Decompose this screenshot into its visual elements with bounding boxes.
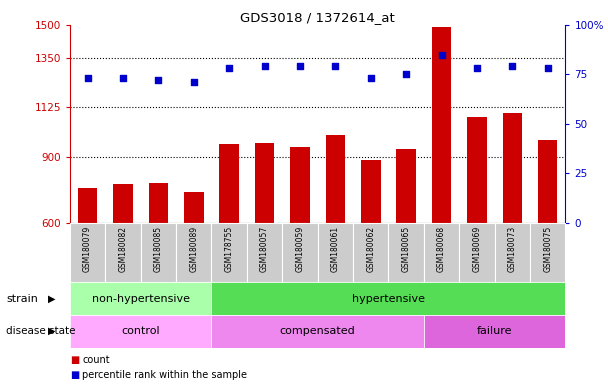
Text: failure: failure (477, 326, 513, 336)
Bar (149, 183, 168, 223)
Text: GSM180082: GSM180082 (119, 226, 128, 272)
Bar (396, 149, 416, 223)
Bar (219, 144, 239, 223)
Point (295, 63, 305, 70)
Bar (467, 117, 486, 223)
Title: GDS3018 / 1372614_at: GDS3018 / 1372614_at (240, 11, 395, 24)
Bar (326, 135, 345, 223)
Bar (70, 315, 212, 348)
Bar (495, 223, 530, 282)
Point (401, 71, 411, 78)
Text: control: control (122, 326, 160, 336)
Point (189, 79, 199, 85)
Bar (389, 223, 424, 282)
Bar (530, 223, 565, 282)
Point (224, 65, 234, 71)
Bar (538, 140, 558, 223)
Text: ■: ■ (70, 370, 79, 380)
Text: strain: strain (6, 293, 38, 304)
Point (437, 51, 446, 58)
Point (260, 63, 269, 70)
Text: GSM180059: GSM180059 (295, 226, 305, 272)
Point (472, 65, 482, 71)
Point (543, 65, 553, 71)
Text: non-hypertensive: non-hypertensive (92, 293, 190, 304)
Bar (70, 223, 105, 282)
Bar (424, 223, 459, 282)
Bar (113, 184, 133, 223)
Bar (459, 223, 495, 282)
Text: GSM178755: GSM178755 (225, 226, 233, 272)
Point (83, 75, 92, 81)
Bar (361, 160, 381, 223)
Text: count: count (82, 354, 109, 365)
Bar (212, 223, 247, 282)
Text: GSM180079: GSM180079 (83, 226, 92, 272)
Bar (176, 223, 212, 282)
Bar (424, 315, 565, 348)
Bar (353, 223, 389, 282)
Bar (70, 282, 212, 315)
Text: GSM180057: GSM180057 (260, 226, 269, 272)
Text: disease state: disease state (6, 326, 75, 336)
Text: GSM180075: GSM180075 (543, 226, 552, 272)
Bar (247, 223, 282, 282)
Point (118, 75, 128, 81)
Bar (140, 223, 176, 282)
Text: compensated: compensated (280, 326, 356, 336)
Bar (282, 223, 317, 282)
Bar (105, 223, 140, 282)
Text: GSM180085: GSM180085 (154, 226, 163, 272)
Point (366, 75, 376, 81)
Bar (212, 315, 424, 348)
Text: GSM180065: GSM180065 (402, 226, 410, 272)
Text: GSM180061: GSM180061 (331, 226, 340, 272)
Bar (432, 27, 451, 223)
Text: GSM180073: GSM180073 (508, 226, 517, 272)
Point (508, 63, 517, 70)
Bar (503, 113, 522, 223)
Text: ▶: ▶ (48, 293, 55, 304)
Point (154, 77, 164, 83)
Point (331, 63, 340, 70)
Text: percentile rank within the sample: percentile rank within the sample (82, 370, 247, 380)
Text: GSM180089: GSM180089 (189, 226, 198, 272)
Bar (290, 147, 309, 223)
Text: GSM180068: GSM180068 (437, 226, 446, 272)
Text: GSM180069: GSM180069 (472, 226, 482, 272)
Bar (184, 192, 204, 223)
Text: ▶: ▶ (48, 326, 55, 336)
Bar (317, 223, 353, 282)
Text: hypertensive: hypertensive (352, 293, 425, 304)
Text: GSM180062: GSM180062 (366, 226, 375, 272)
Bar (78, 187, 97, 223)
Bar (255, 142, 274, 223)
Text: ■: ■ (70, 354, 79, 365)
Bar (212, 282, 565, 315)
